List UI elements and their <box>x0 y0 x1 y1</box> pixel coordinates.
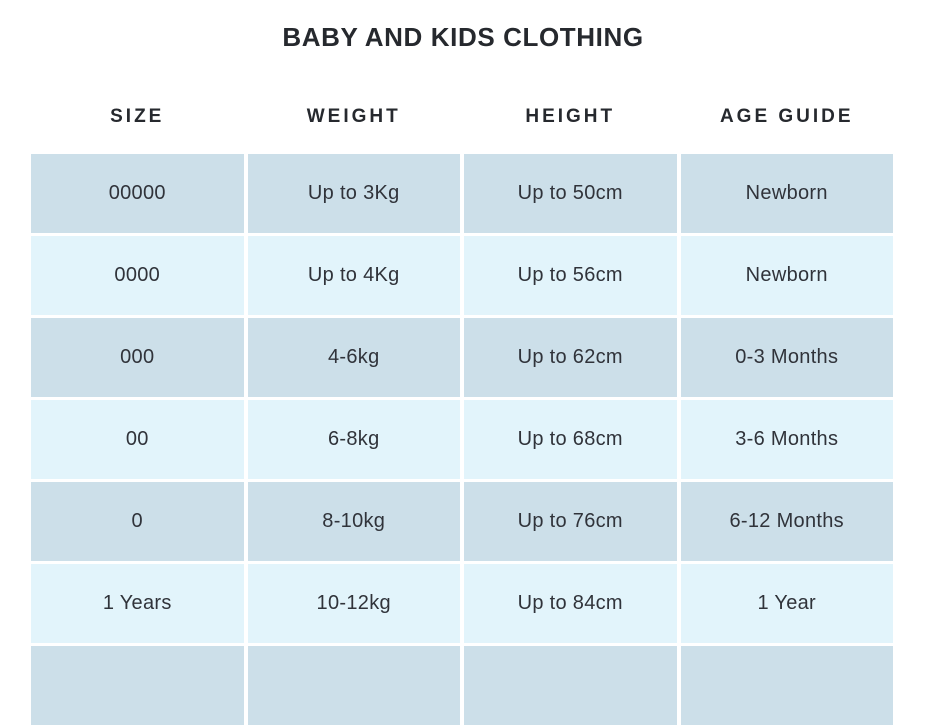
table-row: 0 8-10kg Up to 76cm 6-12 Months <box>31 482 893 561</box>
table-row: 0000 Up to 4Kg Up to 56cm Newborn <box>31 236 893 315</box>
table-row: 000 4-6kg Up to 62cm 0-3 Months <box>31 318 893 397</box>
column-header-weight: WEIGHT <box>306 106 401 127</box>
page-title: BABY AND KIDS CLOTHING <box>282 22 644 52</box>
cell-size: 0000 <box>31 236 244 315</box>
cell-age-guide: 1 Year <box>680 564 893 643</box>
cell-age-guide: Newborn <box>680 154 893 233</box>
column-header-age-guide: AGE GUIDE <box>719 106 854 127</box>
cell-age-guide: Newborn <box>680 236 893 315</box>
column-header-height: HEIGHT <box>525 106 616 127</box>
table-row: 00000 Up to 3Kg Up to 50cm Newborn <box>31 154 893 233</box>
cell-size: 00 <box>31 400 244 479</box>
cell-age-guide: 0-3 Months <box>680 318 893 397</box>
cell-weight: Up to 3Kg <box>247 154 460 233</box>
table-row-partial <box>31 646 893 725</box>
cell-age-guide: 3-6 Months <box>680 400 893 479</box>
cell-size: 00000 <box>31 154 244 233</box>
cell-height <box>464 646 677 725</box>
cell-size <box>31 646 244 725</box>
cell-size: 0 <box>31 482 244 561</box>
table-row: 00 6-8kg Up to 68cm 3-6 Months <box>31 400 893 479</box>
cell-weight <box>247 646 460 725</box>
size-table: 00000 Up to 3Kg Up to 50cm Newborn 0000 … <box>31 154 893 725</box>
cell-height: Up to 56cm <box>464 236 677 315</box>
table-row: 1 Years 10-12kg Up to 84cm 1 Year <box>31 564 893 643</box>
cell-weight: Up to 4Kg <box>247 236 460 315</box>
cell-size: 1 Years <box>31 564 244 643</box>
cell-height: Up to 76cm <box>464 482 677 561</box>
cell-height: Up to 62cm <box>464 318 677 397</box>
cell-weight: 4-6kg <box>247 318 460 397</box>
cell-age-guide: 6-12 Months <box>680 482 893 561</box>
cell-height: Up to 84cm <box>464 564 677 643</box>
cell-size: 000 <box>31 318 244 397</box>
cell-height: Up to 50cm <box>464 154 677 233</box>
cell-weight: 10-12kg <box>247 564 460 643</box>
cell-weight: 6-8kg <box>247 400 460 479</box>
cell-height: Up to 68cm <box>464 400 677 479</box>
cell-weight: 8-10kg <box>247 482 460 561</box>
column-header-size: SIZE <box>110 106 165 127</box>
table-header-row: SIZE WEIGHT HEIGHT AGE GUIDE <box>31 107 893 126</box>
cell-age-guide <box>680 646 893 725</box>
